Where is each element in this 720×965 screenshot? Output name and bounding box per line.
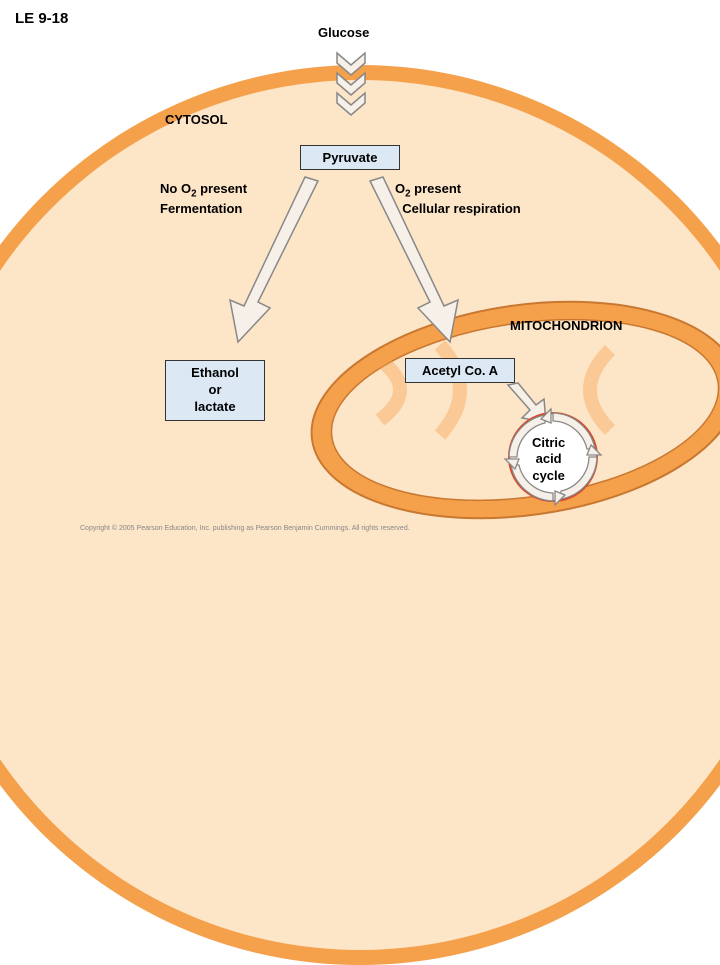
lactate-text: lactate (194, 399, 235, 414)
cac-label: Citric acid cycle (532, 435, 565, 484)
pyruvate-right-arrow-icon (365, 172, 505, 362)
glycolysis-arrows-icon (329, 45, 373, 125)
glucose-label: Glucose (318, 25, 369, 40)
pyruvate-left-arrow-icon (190, 172, 330, 362)
or-text: or (209, 382, 222, 397)
citric-text-3: cycle (532, 468, 565, 483)
no-o2-part1: No O (160, 181, 191, 196)
cytosol-label: CYTOSOL (165, 112, 228, 127)
copyright-text: Copyright © 2005 Pearson Education, Inc.… (80, 525, 410, 532)
acetyl-coa-text: Acetyl Co. A (422, 363, 498, 378)
ethanol-text: Ethanol (191, 365, 239, 380)
ethanol-lactate-box: Ethanol or lactate (165, 360, 265, 421)
citric-text-1: Citric (532, 435, 565, 450)
pyruvate-text: Pyruvate (323, 150, 378, 165)
mitochondrion-label: MITOCHONDRION (510, 318, 622, 333)
citric-text-2: acid (536, 451, 562, 466)
pyruvate-box: Pyruvate (300, 145, 400, 170)
figure-number: LE 9-18 (15, 10, 68, 27)
